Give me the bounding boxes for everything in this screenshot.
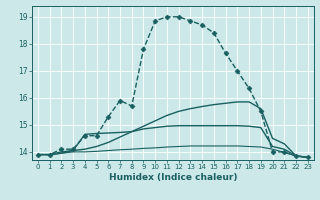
X-axis label: Humidex (Indice chaleur): Humidex (Indice chaleur) [108, 173, 237, 182]
